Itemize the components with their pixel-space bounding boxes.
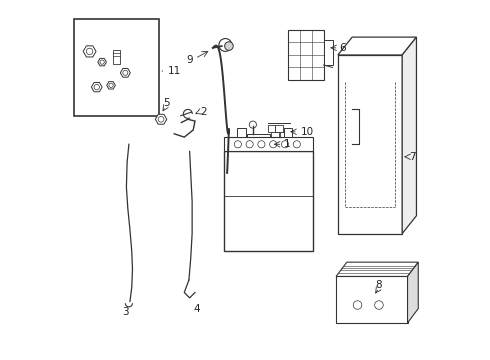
- Text: 4: 4: [194, 303, 200, 314]
- Text: 3: 3: [122, 307, 129, 317]
- Circle shape: [270, 141, 277, 148]
- Text: 7: 7: [409, 152, 416, 162]
- Bar: [280, 132, 288, 139]
- Bar: [275, 125, 283, 132]
- Polygon shape: [107, 82, 115, 89]
- Bar: [338, 55, 402, 234]
- Circle shape: [234, 141, 242, 148]
- Polygon shape: [402, 37, 416, 234]
- Polygon shape: [155, 114, 167, 124]
- Polygon shape: [338, 37, 416, 55]
- Bar: [336, 276, 408, 323]
- Bar: [74, 19, 159, 116]
- Polygon shape: [92, 82, 102, 92]
- Bar: [268, 125, 275, 132]
- Circle shape: [123, 70, 128, 75]
- Bar: [288, 30, 323, 80]
- Circle shape: [86, 48, 93, 55]
- Circle shape: [219, 39, 232, 51]
- Circle shape: [100, 60, 104, 64]
- Circle shape: [375, 301, 383, 309]
- Text: 10: 10: [300, 127, 314, 137]
- Circle shape: [158, 116, 164, 122]
- Circle shape: [353, 301, 362, 309]
- Polygon shape: [98, 58, 106, 66]
- Bar: [247, 134, 270, 157]
- Text: 1: 1: [284, 139, 291, 149]
- Polygon shape: [121, 68, 130, 77]
- Polygon shape: [83, 46, 96, 57]
- Bar: [237, 128, 245, 137]
- Bar: [284, 128, 292, 137]
- Circle shape: [293, 141, 300, 148]
- Text: 6: 6: [340, 43, 346, 53]
- Bar: [271, 132, 279, 139]
- Bar: [323, 40, 333, 65]
- Circle shape: [249, 121, 256, 128]
- Bar: [113, 50, 120, 64]
- Circle shape: [109, 83, 113, 87]
- Circle shape: [281, 141, 289, 148]
- Text: 8: 8: [376, 280, 382, 291]
- Circle shape: [246, 141, 253, 148]
- Polygon shape: [336, 262, 418, 276]
- Text: 11: 11: [162, 66, 181, 76]
- Text: 5: 5: [163, 98, 170, 108]
- Circle shape: [224, 42, 233, 50]
- Bar: [223, 152, 313, 251]
- Text: 2: 2: [200, 107, 207, 117]
- Circle shape: [94, 85, 99, 90]
- Polygon shape: [408, 262, 418, 323]
- Text: 9: 9: [186, 55, 193, 65]
- Bar: [223, 137, 313, 152]
- Circle shape: [258, 141, 265, 148]
